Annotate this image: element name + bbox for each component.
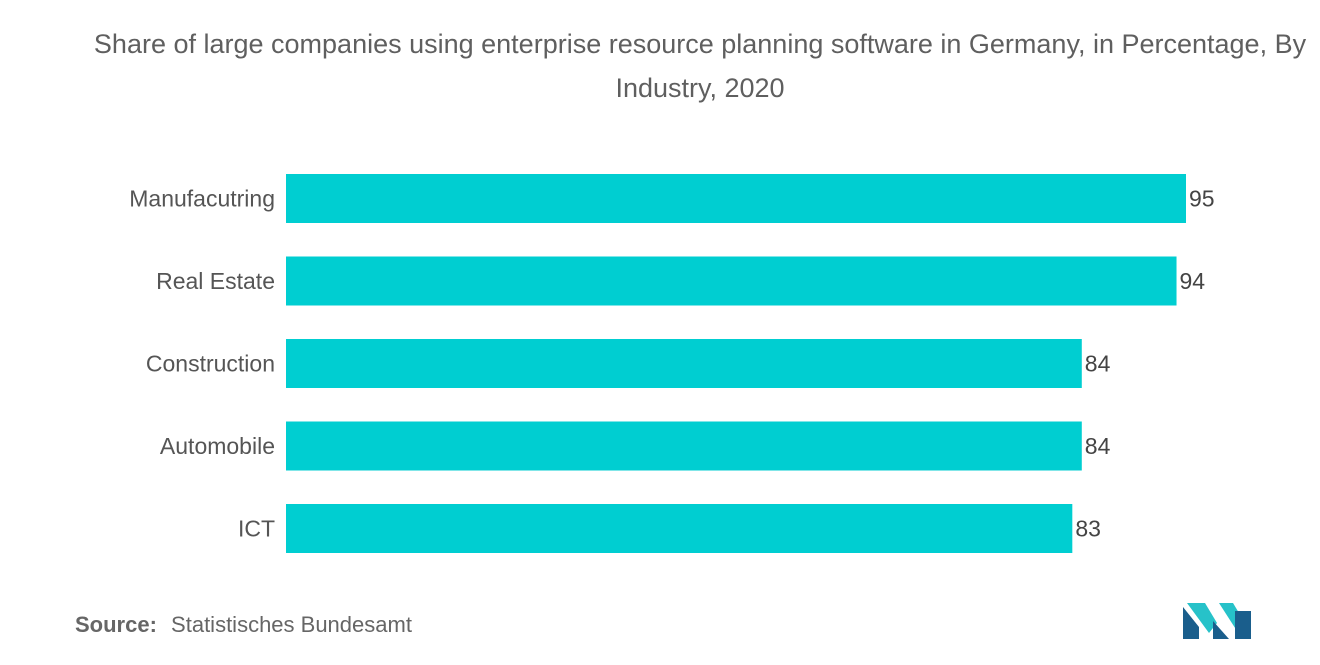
data-label: 83 [1075,516,1101,542]
bar-construction [286,339,1082,388]
bar-real-estate [286,256,1177,306]
bar-ict [286,504,1073,553]
bar-manufacutring [286,174,1186,223]
chart-title: Share of large companies using enterpris… [93,29,1307,103]
category-label: Real Estate [156,268,275,294]
data-label: 84 [1085,433,1111,459]
source-label: Source: [75,612,157,637]
data-label: 84 [1085,351,1111,377]
bar-automobile [286,421,1082,471]
source-note: Source: Statistisches Bundesamt [75,612,412,638]
category-label: ICT [238,516,275,542]
data-label: 95 [1189,186,1215,212]
mordor-intelligence-logo-icon [1183,603,1251,639]
category-label: Construction [146,351,275,377]
bar-chart: Manufacutring 95 Real Estate 94 Construction… [129,174,1215,553]
data-label: 94 [1180,268,1206,294]
category-label: Manufacutring [129,186,275,212]
category-label: Automobile [160,433,275,459]
bars-layer: Manufacutring 95 Real Estate 94 Construction… [129,174,1215,553]
source-text: Statistisches Bundesamt [171,612,412,637]
